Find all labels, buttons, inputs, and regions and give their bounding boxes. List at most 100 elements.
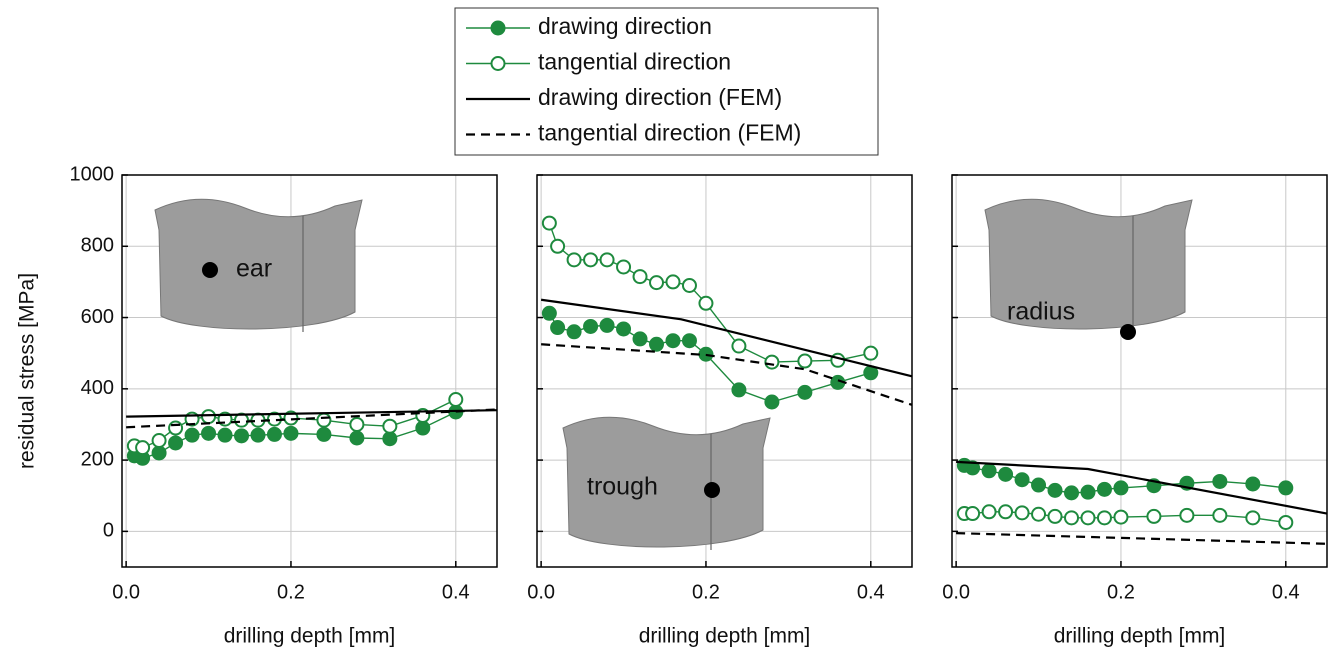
legend-marker [490,20,506,36]
marker [599,252,615,268]
legend-label: drawing direction [538,13,712,39]
marker [316,426,332,442]
series-line [548,312,871,403]
marker [649,336,665,352]
marker [1146,508,1162,524]
x-tick-label: 0.0 [942,581,970,603]
marker [266,426,282,442]
marker [283,425,299,441]
marker [698,295,714,311]
marker [1212,473,1228,489]
marker [583,252,599,268]
marker [1278,480,1294,496]
x-tick-label: 0.0 [112,581,140,603]
legend-marker [490,56,506,71]
marker [316,412,332,428]
series-line [126,409,498,418]
marker [1080,484,1096,500]
marker [415,420,431,436]
y-axis-label: residual stress [MPa] [16,273,39,469]
x-axis-label: drilling depth [mm] [639,625,811,648]
marker [797,384,813,400]
marker [349,430,365,446]
y-tick-label: 400 [81,377,114,399]
marker [731,338,747,354]
marker [632,331,648,347]
series-line [956,532,1328,545]
series-line [540,298,913,378]
marker [1080,510,1096,526]
plot-frame [536,174,913,568]
marker [649,275,665,291]
marker [1113,480,1129,496]
marker [665,274,681,290]
annotation: trough [587,473,658,501]
marker [681,333,697,349]
x-axis-label: drilling depth [mm] [224,625,396,648]
marker [250,427,266,443]
y-tick-label: 1000 [70,163,115,185]
plot-frame [951,174,1328,568]
marker [665,333,681,349]
series-line [126,408,498,429]
marker [234,428,250,444]
marker [151,432,167,448]
marker [1113,509,1129,525]
marker [1212,507,1228,523]
series-line [956,460,1328,515]
marker [1278,514,1294,530]
legend-label: tangential direction [538,49,731,75]
marker [541,215,557,231]
marker [135,440,151,456]
marker [764,394,780,410]
marker [863,345,879,361]
cup-ear [154,198,363,332]
marker [1179,507,1195,523]
marker [1245,510,1261,526]
marker [583,318,599,334]
y-tick-label: 0 [103,520,114,542]
marker [797,353,813,369]
marker [1096,481,1112,497]
marker [1014,472,1030,488]
marker [681,277,697,293]
cup-trough [562,416,771,550]
marker [1014,505,1030,521]
legend: drawing direction tangential direction dra… [454,7,879,156]
series-line [134,398,457,449]
x-tick-label: 0.0 [527,581,555,603]
marker [566,324,582,340]
marker [151,445,167,461]
marker [998,504,1014,520]
x-tick-label: 0.2 [277,581,305,603]
marker [1047,482,1063,498]
legend-label: drawing direction (FEM) [538,84,782,110]
plot-frame [121,174,498,568]
marker [217,427,233,443]
marker [632,269,648,285]
marker [382,418,398,434]
marker [965,506,981,522]
cup-radius [984,198,1193,340]
marker [1064,510,1080,526]
legend-label: tangential direction (FEM) [538,120,801,146]
marker [168,420,184,436]
marker [1096,510,1112,526]
marker [541,305,557,321]
series-line [964,464,1286,494]
marker [616,321,632,337]
y-tick-label: 200 [81,448,114,470]
marker [998,466,1014,482]
marker [566,252,582,268]
data-layer: 0 200 400 600 800 1000 0.0 0.2 0.4 drilling depth… [70,163,1328,648]
marker [616,259,632,275]
marker [981,463,997,479]
marker [550,238,566,254]
series-line [134,411,457,460]
marker [168,435,184,451]
marker [1047,508,1063,524]
marker [201,425,217,441]
marker [599,317,615,333]
marker [1031,477,1047,493]
